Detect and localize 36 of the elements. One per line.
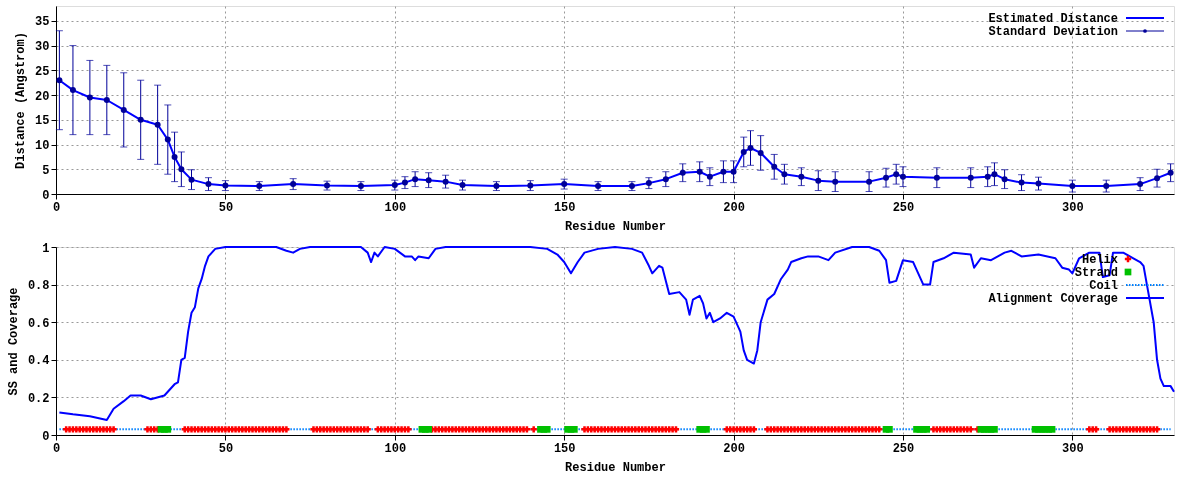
y-axis-title: SS and Coverage	[6, 287, 21, 396]
y-tick-label: 0	[42, 429, 50, 444]
y-tick-label: 30	[35, 40, 50, 55]
y-tick-label: 1	[42, 241, 50, 256]
x-tick-label: 250	[892, 200, 915, 215]
y-axis-title: Distance (Angstrom)	[14, 32, 29, 169]
x-tick-label: 300	[1062, 200, 1084, 215]
legend-label: Coil	[1089, 279, 1118, 293]
x-tick-label: 0	[52, 441, 61, 456]
x-tick-label: 50	[218, 441, 234, 456]
x-tick-label: 250	[892, 441, 915, 456]
y-tick-label: 5	[42, 163, 50, 178]
legend-label: Alignment Coverage	[988, 292, 1118, 306]
y-tick-label: 0.2	[27, 391, 50, 406]
x-tick-label: 150	[553, 200, 576, 215]
x-tick-label: 0	[52, 200, 61, 215]
x-tick-label: 150	[553, 441, 576, 456]
x-tick-label: 200	[723, 441, 745, 456]
x-tick-label: 50	[218, 200, 234, 215]
y-tick-label: 15	[35, 114, 50, 129]
x-tick-label: 200	[723, 200, 745, 215]
y-tick-label: 35	[35, 15, 50, 30]
y-tick-label: 0	[42, 188, 50, 203]
legend-label: Standard Deviation	[988, 25, 1118, 39]
y-tick-label: 0.6	[27, 316, 50, 331]
x-axis-title: Residue Number	[565, 219, 666, 234]
y-tick-label: 25	[35, 64, 50, 79]
x-axis-title: Residue Number	[565, 460, 666, 475]
y-tick-label: 10	[35, 139, 50, 154]
y-tick-label: 0.4	[27, 354, 50, 369]
legend-label: Estimated Distance	[988, 12, 1118, 26]
x-tick-label: 300	[1062, 441, 1084, 456]
x-tick-label: 100	[384, 200, 407, 215]
y-tick-label: 0.8	[27, 279, 50, 294]
x-tick-label: 100	[384, 441, 407, 456]
y-tick-label: 20	[35, 89, 50, 104]
